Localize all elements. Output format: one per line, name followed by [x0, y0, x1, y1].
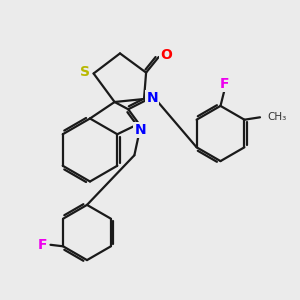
Text: O: O	[146, 92, 158, 106]
Text: O: O	[160, 48, 172, 62]
Text: N: N	[147, 92, 158, 105]
Text: F: F	[219, 77, 229, 91]
Text: S: S	[80, 65, 90, 79]
Text: CH₃: CH₃	[268, 112, 287, 122]
Text: N: N	[135, 123, 146, 137]
Text: F: F	[37, 238, 47, 252]
